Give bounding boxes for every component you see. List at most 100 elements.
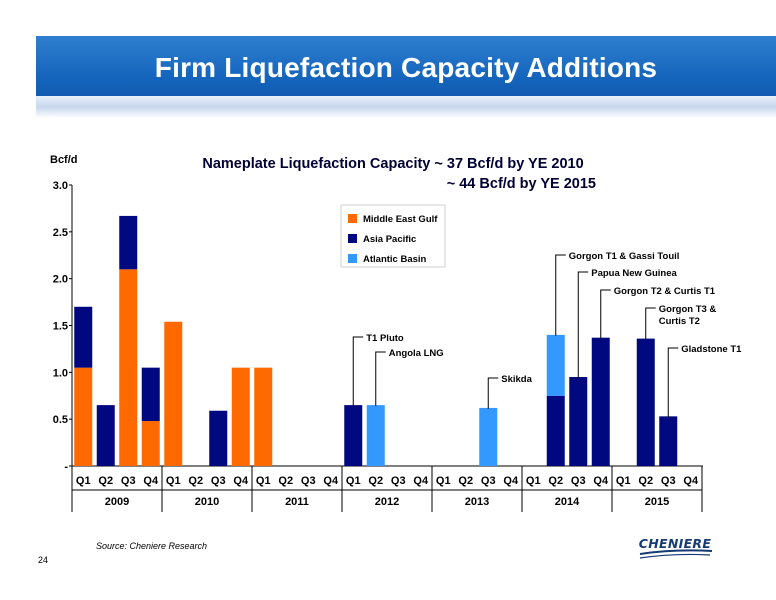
- legend-box: [340, 204, 446, 268]
- annotation-leader: [645, 307, 656, 340]
- year-label: 2010: [195, 496, 219, 508]
- x-tick-label: Q2: [458, 475, 473, 487]
- x-tick-label: Q1: [616, 475, 631, 487]
- annotation-leader: [600, 289, 611, 339]
- year-label: 2011: [285, 496, 309, 508]
- source-note: Source: Cheniere Research: [96, 541, 208, 551]
- bar-asia-pacific: [96, 405, 115, 466]
- x-tick-label: Q2: [188, 475, 203, 487]
- x-tick-label: Q2: [368, 475, 383, 487]
- x-tick-label: Q2: [278, 475, 293, 487]
- x-label-group: Q1 Q2 Q3 Q4 Q1 Q2 Q3 Q4 Q1 Q2 Q3 Q4 Q1 Q2 Q3 Q4 Q1 Q2 Q3 Q4…: [71, 466, 703, 512]
- x-tick-label: Q3: [481, 475, 496, 487]
- bar-middle-east-gulf: [119, 269, 138, 466]
- x-tick-label: Q1: [256, 475, 271, 487]
- x-tick-label: Q4: [503, 475, 519, 487]
- x-tick-label: Q2: [548, 475, 563, 487]
- x-tick-label: Q3: [391, 475, 406, 487]
- year-label: 2009: [105, 496, 129, 508]
- annotation-label: Gladstone T1: [681, 344, 742, 355]
- annotation-leader: [487, 377, 499, 409]
- annotation-leader: [555, 254, 566, 336]
- x-tick-label: Q3: [301, 475, 316, 487]
- x-tick-label: Q3: [211, 475, 226, 487]
- banner-swoosh: [36, 96, 776, 118]
- year-label: 2014: [555, 496, 580, 508]
- y-tick-label: 2.0: [53, 274, 68, 286]
- bar-middle-east-gulf: [254, 367, 273, 466]
- y-tick-label: 1.0: [53, 367, 68, 379]
- annotation-label: Gorgon T2 & Curtis T1: [614, 286, 716, 297]
- x-tick-label: Q1: [436, 475, 451, 487]
- bar-asia-pacific: [141, 367, 160, 422]
- slide-title: Firm Liquefaction Capacity Additions: [154, 52, 658, 83]
- y-tick-label: -: [64, 461, 68, 473]
- annotation-label: T1 Pluto: [366, 333, 404, 344]
- annotation-leader: [577, 271, 589, 379]
- x-tick-label: Q4: [233, 475, 249, 487]
- annotation-label: Curtis T2: [659, 316, 700, 327]
- legend-label: Asia Pacific: [363, 234, 416, 245]
- logo-text: CHENIERE: [638, 536, 712, 551]
- x-tick-label: Q4: [683, 475, 699, 487]
- chart-title-line2: ~ 44 Bcf/d by YE 2015: [447, 176, 596, 192]
- x-tick-label: Q2: [98, 475, 113, 487]
- bar-asia-pacific: [119, 215, 138, 270]
- annotation-leader: [352, 336, 364, 407]
- year-label: 2013: [465, 496, 489, 508]
- bar-asia-pacific: [546, 395, 565, 466]
- logo-swoosh-icon: [639, 549, 713, 559]
- legend-label: Atlantic Basin: [363, 254, 427, 265]
- y-tick-label: 0.5: [53, 414, 68, 426]
- x-tick-label: Q1: [346, 475, 361, 487]
- x-tick-label: Q4: [323, 475, 339, 487]
- year-label: 2015: [645, 496, 669, 508]
- y-axis-label: Bcf/d: [50, 154, 78, 166]
- annotation-group: T1 Pluto Angola LNG Skikda Gorgon T1 & Gass…: [352, 251, 742, 418]
- chart-title-line1: Nameplate Liquefaction Capacity ~ 37 Bcf…: [202, 156, 583, 172]
- bar-asia-pacific: [659, 416, 678, 466]
- year-label: 2012: [375, 496, 399, 508]
- y-tick-label: 1.5: [53, 321, 68, 333]
- bar-middle-east-gulf: [141, 421, 160, 466]
- annotation-label: Skikda: [501, 374, 532, 385]
- legend-swatch: [348, 214, 357, 223]
- bar-asia-pacific: [209, 410, 228, 466]
- y-tick-label: 2.5: [53, 227, 68, 239]
- x-tick-label: Q3: [661, 475, 676, 487]
- y-tick-label: 3.0: [53, 180, 68, 192]
- legend-label: Middle East Gulf: [363, 214, 438, 225]
- x-tick-label: Q3: [121, 475, 136, 487]
- bar-middle-east-gulf: [164, 321, 183, 466]
- page-number: 24: [38, 555, 49, 565]
- annotation-leader: [375, 351, 386, 407]
- x-tick-label: Q3: [571, 475, 586, 487]
- annotation-leader: [667, 347, 679, 418]
- y-tick-group: - 0.5 1.0 1.5 2.0 2.5 3.0: [53, 180, 72, 473]
- cheniere-logo: CHENIERE: [634, 536, 716, 564]
- annotation-label: Gorgon T3 &: [659, 304, 717, 315]
- legend-swatch: [348, 234, 357, 243]
- bar-atlantic-basin: [366, 405, 385, 466]
- x-tick-label: Q1: [76, 475, 91, 487]
- bar-atlantic-basin: [479, 407, 498, 466]
- bar-asia-pacific: [569, 377, 588, 466]
- x-tick-label: Q1: [166, 475, 181, 487]
- bar-asia-pacific: [344, 405, 363, 466]
- x-tick-label: Q4: [143, 475, 159, 487]
- legend: Middle East Gulf Asia Pacific Atlantic Bas…: [340, 204, 446, 268]
- bars-group: [74, 215, 678, 466]
- x-tick-label: Q4: [593, 475, 609, 487]
- annotation-label: Papua New Guinea: [591, 268, 677, 279]
- annotation-label: Gorgon T1 & Gassi Touil: [569, 251, 680, 262]
- annotation-label: Angola LNG: [389, 348, 444, 359]
- x-tick-label: Q2: [638, 475, 653, 487]
- bar-asia-pacific: [636, 338, 655, 466]
- bar-middle-east-gulf: [231, 367, 250, 466]
- bar-asia-pacific: [74, 306, 93, 368]
- bar-atlantic-basin: [546, 334, 565, 396]
- bar-asia-pacific: [591, 337, 610, 466]
- x-tick-label: Q4: [413, 475, 429, 487]
- x-tick-label: Q1: [526, 475, 541, 487]
